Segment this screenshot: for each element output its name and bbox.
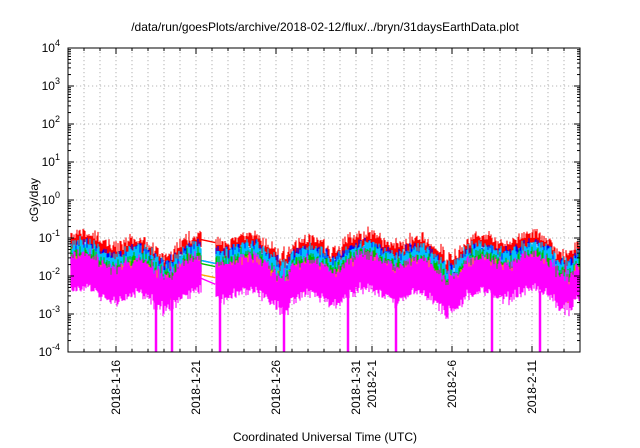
y-tick-label: 100: [42, 190, 60, 207]
y-axis-label: cGy/day: [27, 178, 41, 222]
x-tick-label: 2018-1-26: [269, 360, 283, 415]
gap-connector: [200, 259, 216, 265]
y-tick-label: 101: [42, 152, 60, 169]
y-tick-label: 103: [42, 76, 60, 93]
series-5: [70, 247, 580, 319]
plot-area: [70, 226, 580, 352]
y-tick-label: 104: [42, 38, 60, 55]
x-tick-label: 2018-1-21: [189, 360, 203, 415]
y-tick-label: 10-3: [39, 304, 60, 321]
gap-connector: [200, 273, 216, 279]
gap-connector: [200, 277, 216, 285]
grid-lines: [68, 47, 580, 353]
y-tick-label: 10-2: [39, 266, 60, 283]
y-tick-label: 10-4: [39, 342, 60, 359]
x-axis-label: Coordinated Universal Time (UTC): [233, 430, 417, 444]
x-tick-label: 2018-2-11: [525, 360, 539, 414]
y-tick-label: 102: [42, 114, 60, 131]
gap-connector: [200, 262, 216, 268]
x-tick-label: 2018-1-31: [349, 360, 363, 415]
y-tick-label: 10-1: [39, 228, 60, 245]
x-tick-label: 2018-1-16: [109, 360, 123, 415]
x-tick-label: 2018-2-6: [445, 360, 459, 408]
y-axis: 10-4 10-3 10-2 10-1 100 101 102 103 104: [39, 38, 580, 359]
gap-connector: [200, 238, 216, 244]
chart-title: /data/run/goesPlots/archive/2018-02-12/f…: [131, 20, 519, 34]
x-tick-label: 2018-2-1: [365, 360, 379, 408]
x-axis: 2018-1-16 2018-1-21 2018-1-26 2018-1-31 2018…: [83, 48, 565, 415]
